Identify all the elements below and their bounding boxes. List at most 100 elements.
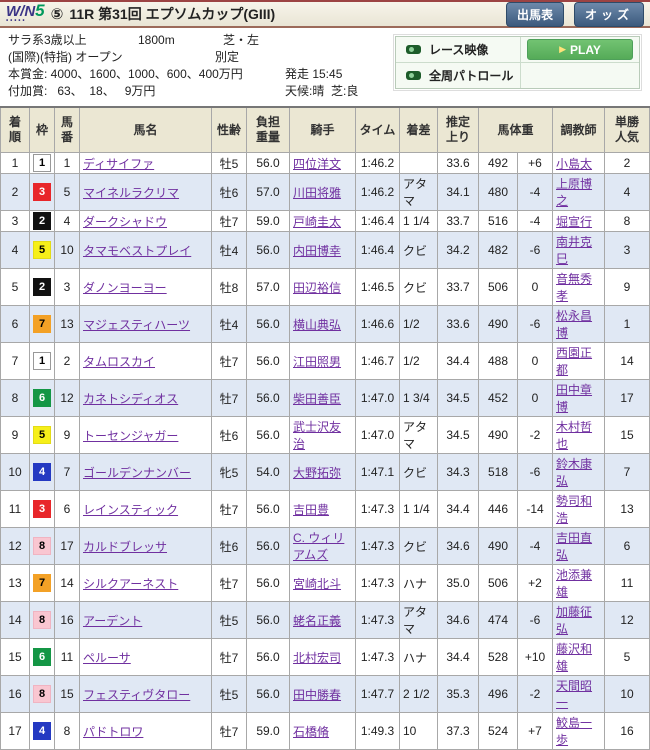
horse-name-link[interactable]: シルクアーネスト — [83, 576, 179, 591]
horse-name-link[interactable]: ディサイファ — [83, 156, 155, 171]
horse-name-link[interactable]: タムロスカイ — [83, 354, 156, 369]
entries-button[interactable]: 出馬表 — [505, 1, 564, 27]
horse-name-link[interactable]: ダークシャドウ — [83, 214, 168, 229]
trainer-link[interactable]: 小島太 — [556, 156, 593, 171]
jockey[interactable]: 蛯名正義 — [289, 601, 356, 639]
horse-name[interactable]: マジェスティハーツ — [79, 305, 212, 343]
horse-name[interactable]: レインスティック — [79, 490, 212, 528]
jockey[interactable]: 吉田豊 — [289, 490, 356, 528]
jockey[interactable]: 横山典弘 — [289, 305, 356, 343]
horse-name[interactable]: シルクアーネスト — [79, 564, 212, 602]
horse-name[interactable]: トーセンジャガー — [79, 416, 212, 454]
trainer[interactable]: 鈴木康弘 — [552, 453, 606, 491]
trainer-link[interactable]: 上原博之 — [556, 177, 593, 208]
horse-name-link[interactable]: アーデント — [83, 613, 143, 628]
horse-name-link[interactable]: カルドブレッサ — [83, 539, 168, 554]
jockey[interactable]: 四位洋文 — [289, 152, 356, 174]
trainer-link[interactable]: 池添兼雄 — [556, 568, 593, 599]
trainer[interactable]: 木村哲也 — [552, 416, 606, 454]
horse-name[interactable]: ダノンヨーヨー — [79, 268, 212, 306]
jockey[interactable]: 田辺裕信 — [289, 268, 356, 306]
jockey-link[interactable]: 石橋脩 — [293, 724, 330, 739]
trainer-link[interactable]: 加藤征弘 — [556, 605, 593, 636]
horse-name-link[interactable]: ゴールデンナンバー — [83, 465, 192, 480]
horse-name-link[interactable]: フェスティヴタロー — [83, 687, 191, 702]
horse-name[interactable]: カルドブレッサ — [79, 527, 212, 565]
jockey-link[interactable]: 内田博幸 — [293, 243, 342, 258]
trainer-link[interactable]: 木村哲也 — [556, 420, 593, 451]
trainer-link[interactable]: 吉田直弘 — [556, 531, 593, 562]
horse-name[interactable]: フェスティヴタロー — [79, 675, 212, 713]
jockey[interactable]: 武士沢友治 — [289, 416, 356, 454]
jockey[interactable]: 大野拓弥 — [289, 453, 356, 491]
trainer-link[interactable]: 鮫島一歩 — [556, 716, 593, 747]
horse-name-link[interactable]: ペルーサ — [83, 650, 131, 665]
jockey[interactable]: 田中勝春 — [289, 675, 356, 713]
trainer[interactable]: 松永昌博 — [552, 305, 606, 343]
horse-name[interactable]: ディサイファ — [79, 152, 212, 174]
horse-name[interactable]: パドトロワ — [79, 712, 212, 750]
horse-name-link[interactable]: マイネルラクリマ — [83, 185, 180, 200]
jockey-link[interactable]: 蛯名正義 — [293, 613, 342, 628]
trainer[interactable]: 西園正都 — [552, 342, 606, 380]
trainer-link[interactable]: 勢司和浩 — [556, 494, 593, 525]
play-button[interactable]: ▶ PLAY — [527, 39, 633, 60]
horse-name[interactable]: ゴールデンナンバー — [79, 453, 212, 491]
horse-name[interactable]: ダークシャドウ — [79, 210, 212, 232]
jockey[interactable]: 戸崎圭太 — [289, 210, 356, 232]
horse-name-link[interactable]: カネトシディオス — [83, 391, 179, 406]
jockey[interactable]: 柴田善臣 — [289, 379, 356, 417]
horse-name[interactable]: アーデント — [79, 601, 212, 639]
trainer-link[interactable]: 西園正都 — [556, 346, 593, 377]
trainer[interactable]: 音無秀孝 — [552, 268, 606, 306]
patrol-video-row[interactable]: 全周パトロール — [396, 62, 639, 88]
trainer-link[interactable]: 田中章博 — [556, 383, 593, 414]
jockey-link[interactable]: 宮崎北斗 — [293, 576, 342, 591]
jockey-link[interactable]: C. ウィリアムズ — [293, 531, 345, 562]
trainer[interactable]: 小島太 — [552, 152, 606, 174]
trainer-link[interactable]: 南井克巳 — [556, 235, 593, 266]
trainer[interactable]: 勢司和浩 — [552, 490, 606, 528]
jockey-link[interactable]: 田中勝春 — [293, 687, 342, 702]
horse-name-link[interactable]: レインスティック — [83, 502, 179, 517]
horse-name[interactable]: タムロスカイ — [79, 342, 212, 380]
horse-name[interactable]: マイネルラクリマ — [79, 173, 212, 211]
trainer-link[interactable]: 藤沢和雄 — [556, 642, 593, 673]
jockey-link[interactable]: 川田将雅 — [293, 185, 342, 200]
horse-name[interactable]: ペルーサ — [79, 638, 212, 676]
jockey[interactable]: 宮崎北斗 — [289, 564, 356, 602]
horse-name-link[interactable]: タマモベストプレイ — [83, 243, 192, 258]
jockey[interactable]: 江田照男 — [289, 342, 356, 380]
trainer[interactable]: 吉田直弘 — [552, 527, 606, 565]
jockey-link[interactable]: 江田照男 — [293, 354, 342, 369]
jockey[interactable]: 川田将雅 — [289, 173, 356, 211]
jockey-link[interactable]: 四位洋文 — [293, 156, 342, 171]
trainer-link[interactable]: 鈴木康弘 — [556, 457, 593, 488]
jockey[interactable]: 内田博幸 — [289, 231, 356, 269]
horse-name[interactable]: カネトシディオス — [79, 379, 212, 417]
trainer[interactable]: 鮫島一歩 — [552, 712, 606, 750]
horse-name-link[interactable]: トーセンジャガー — [83, 428, 179, 443]
jockey-link[interactable]: 大野拓弥 — [293, 465, 342, 480]
jockey-link[interactable]: 田辺裕信 — [293, 280, 342, 295]
trainer[interactable]: 堀宣行 — [552, 210, 606, 232]
jockey-link[interactable]: 横山典弘 — [293, 317, 342, 332]
trainer-link[interactable]: 天間昭一 — [556, 679, 593, 710]
trainer[interactable]: 加藤征弘 — [552, 601, 606, 639]
jockey-link[interactable]: 吉田豊 — [293, 502, 330, 517]
jockey-link[interactable]: 戸崎圭太 — [293, 214, 342, 229]
jockey-link[interactable]: 柴田善臣 — [293, 391, 342, 406]
jockey[interactable]: 石橋脩 — [289, 712, 356, 750]
horse-name[interactable]: タマモベストプレイ — [79, 231, 212, 269]
horse-name-link[interactable]: ダノンヨーヨー — [83, 280, 167, 295]
jockey[interactable]: 北村宏司 — [289, 638, 356, 676]
trainer-link[interactable]: 音無秀孝 — [556, 272, 593, 303]
jockey[interactable]: C. ウィリアムズ — [289, 527, 356, 565]
trainer[interactable]: 南井克巳 — [552, 231, 606, 269]
trainer[interactable]: 田中章博 — [552, 379, 606, 417]
trainer[interactable]: 藤沢和雄 — [552, 638, 606, 676]
trainer[interactable]: 池添兼雄 — [552, 564, 606, 602]
trainer-link[interactable]: 松永昌博 — [556, 309, 593, 340]
trainer[interactable]: 上原博之 — [552, 173, 606, 211]
trainer-link[interactable]: 堀宣行 — [556, 214, 593, 229]
